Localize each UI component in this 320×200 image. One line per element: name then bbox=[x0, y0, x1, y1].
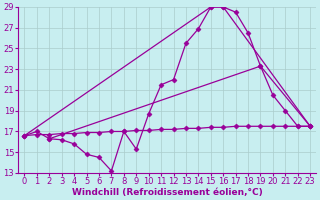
X-axis label: Windchill (Refroidissement éolien,°C): Windchill (Refroidissement éolien,°C) bbox=[72, 188, 263, 197]
